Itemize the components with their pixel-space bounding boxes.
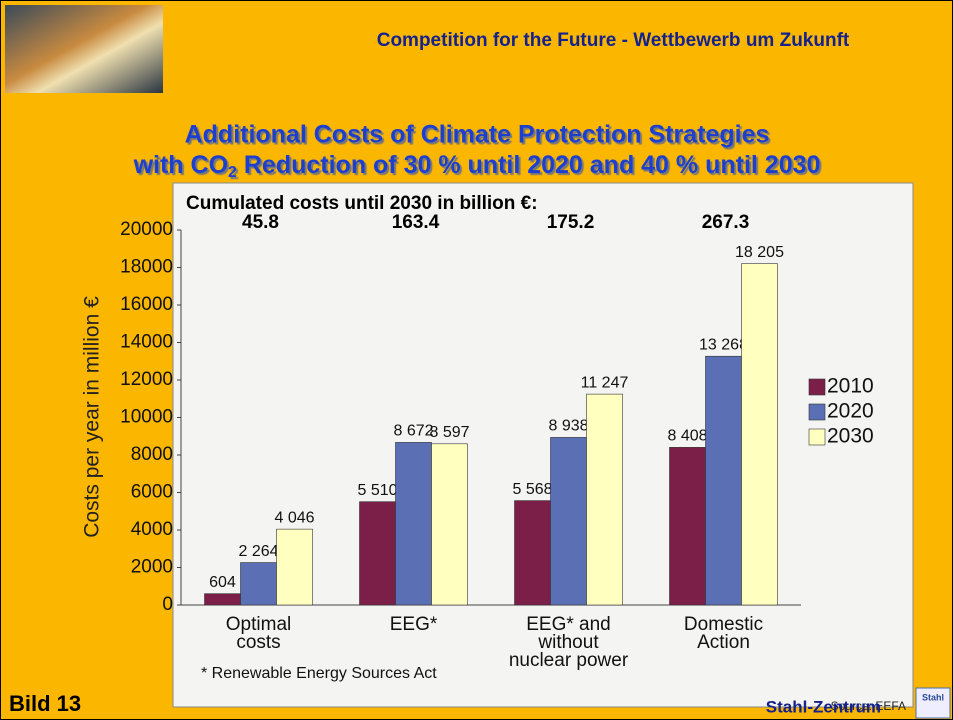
data-label: 11 247: [581, 374, 629, 391]
data-label: 604: [209, 574, 236, 591]
header-image: [5, 5, 163, 93]
data-label: 4 046: [274, 509, 314, 526]
data-label: 13 268: [699, 336, 748, 353]
legend-swatch: [808, 403, 826, 421]
x-tick-label: Optimal costs: [225, 614, 292, 653]
legend-swatch: [808, 428, 826, 446]
x-tick-label: EEG* and without nuclear power: [508, 614, 629, 671]
y-tick-label: 8000: [131, 444, 173, 465]
bar: [276, 528, 313, 606]
annotation: Cumulated costs until 2030 in billion €:: [186, 193, 538, 214]
data-label: 8 408: [667, 428, 707, 445]
y-tick-label: 16000: [120, 294, 173, 315]
logo-text: Stahl: [922, 692, 944, 702]
legend-swatch: [808, 378, 826, 396]
data-label: 2 264: [238, 543, 278, 560]
bar: [514, 500, 551, 606]
bar: [705, 355, 742, 606]
cumulated-cost: 163.4: [392, 212, 440, 233]
y-tick-label: 0: [162, 594, 173, 615]
x-tick-label: Domestic Action: [683, 614, 764, 653]
legend-label: 2010: [827, 375, 874, 398]
x-tick-label: EEG*: [389, 614, 438, 635]
data-label: 18 205: [735, 244, 784, 261]
y-tick-label: 2000: [131, 557, 173, 578]
cumulated-cost: 45.8: [242, 212, 279, 233]
y-tick-label: 14000: [120, 332, 173, 353]
bar: [431, 443, 468, 606]
bar: [359, 501, 396, 606]
subtitle-part: with CO: [133, 151, 228, 179]
y-tick-label: 6000: [131, 482, 173, 503]
data-label: 8 672: [393, 423, 433, 440]
bar: [550, 437, 587, 606]
chart-panel: [172, 182, 914, 708]
logo: [915, 687, 951, 719]
bar: [240, 562, 277, 606]
chart-subtitle: with CO2 Reduction of 30 % until 2020 an…: [133, 151, 821, 182]
chart-title: Additional Costs of Climate Protection S…: [185, 121, 770, 149]
data-label: 5 510: [357, 482, 397, 499]
footnote: * Renewable Energy Sources Act: [201, 665, 437, 682]
data-label: 8 938: [548, 418, 588, 435]
y-tick-label: 18000: [120, 257, 173, 278]
subtitle-part: 2: [228, 164, 237, 181]
bar: [669, 447, 706, 606]
cumulated-cost: 267.3: [702, 212, 750, 233]
y-axis-label: Costs per year in million €: [81, 296, 104, 538]
bar: [204, 593, 241, 606]
legend-label: 2020: [827, 400, 874, 423]
source: Source: EEFA: [831, 699, 906, 713]
subtitle-part: Reduction of 30 % until 2020 and 40 % un…: [237, 151, 820, 179]
y-tick-label: 4000: [131, 519, 173, 540]
footer-right: Stahl-Zentrum: [766, 697, 881, 716]
data-label: 5 568: [512, 481, 552, 498]
y-tick-label: 10000: [120, 407, 173, 428]
header: Competition for the Future - Wettbewerb …: [377, 30, 850, 51]
legend-label: 2030: [827, 425, 874, 448]
footer-left: Bild 13: [9, 691, 81, 716]
bar: [586, 393, 623, 606]
y-tick-label: 20000: [120, 219, 173, 240]
bar: [741, 263, 778, 606]
cumulated-cost: 175.2: [547, 212, 595, 233]
bar: [395, 442, 432, 606]
data-label: 8 597: [429, 424, 469, 441]
y-tick-label: 12000: [120, 369, 173, 390]
